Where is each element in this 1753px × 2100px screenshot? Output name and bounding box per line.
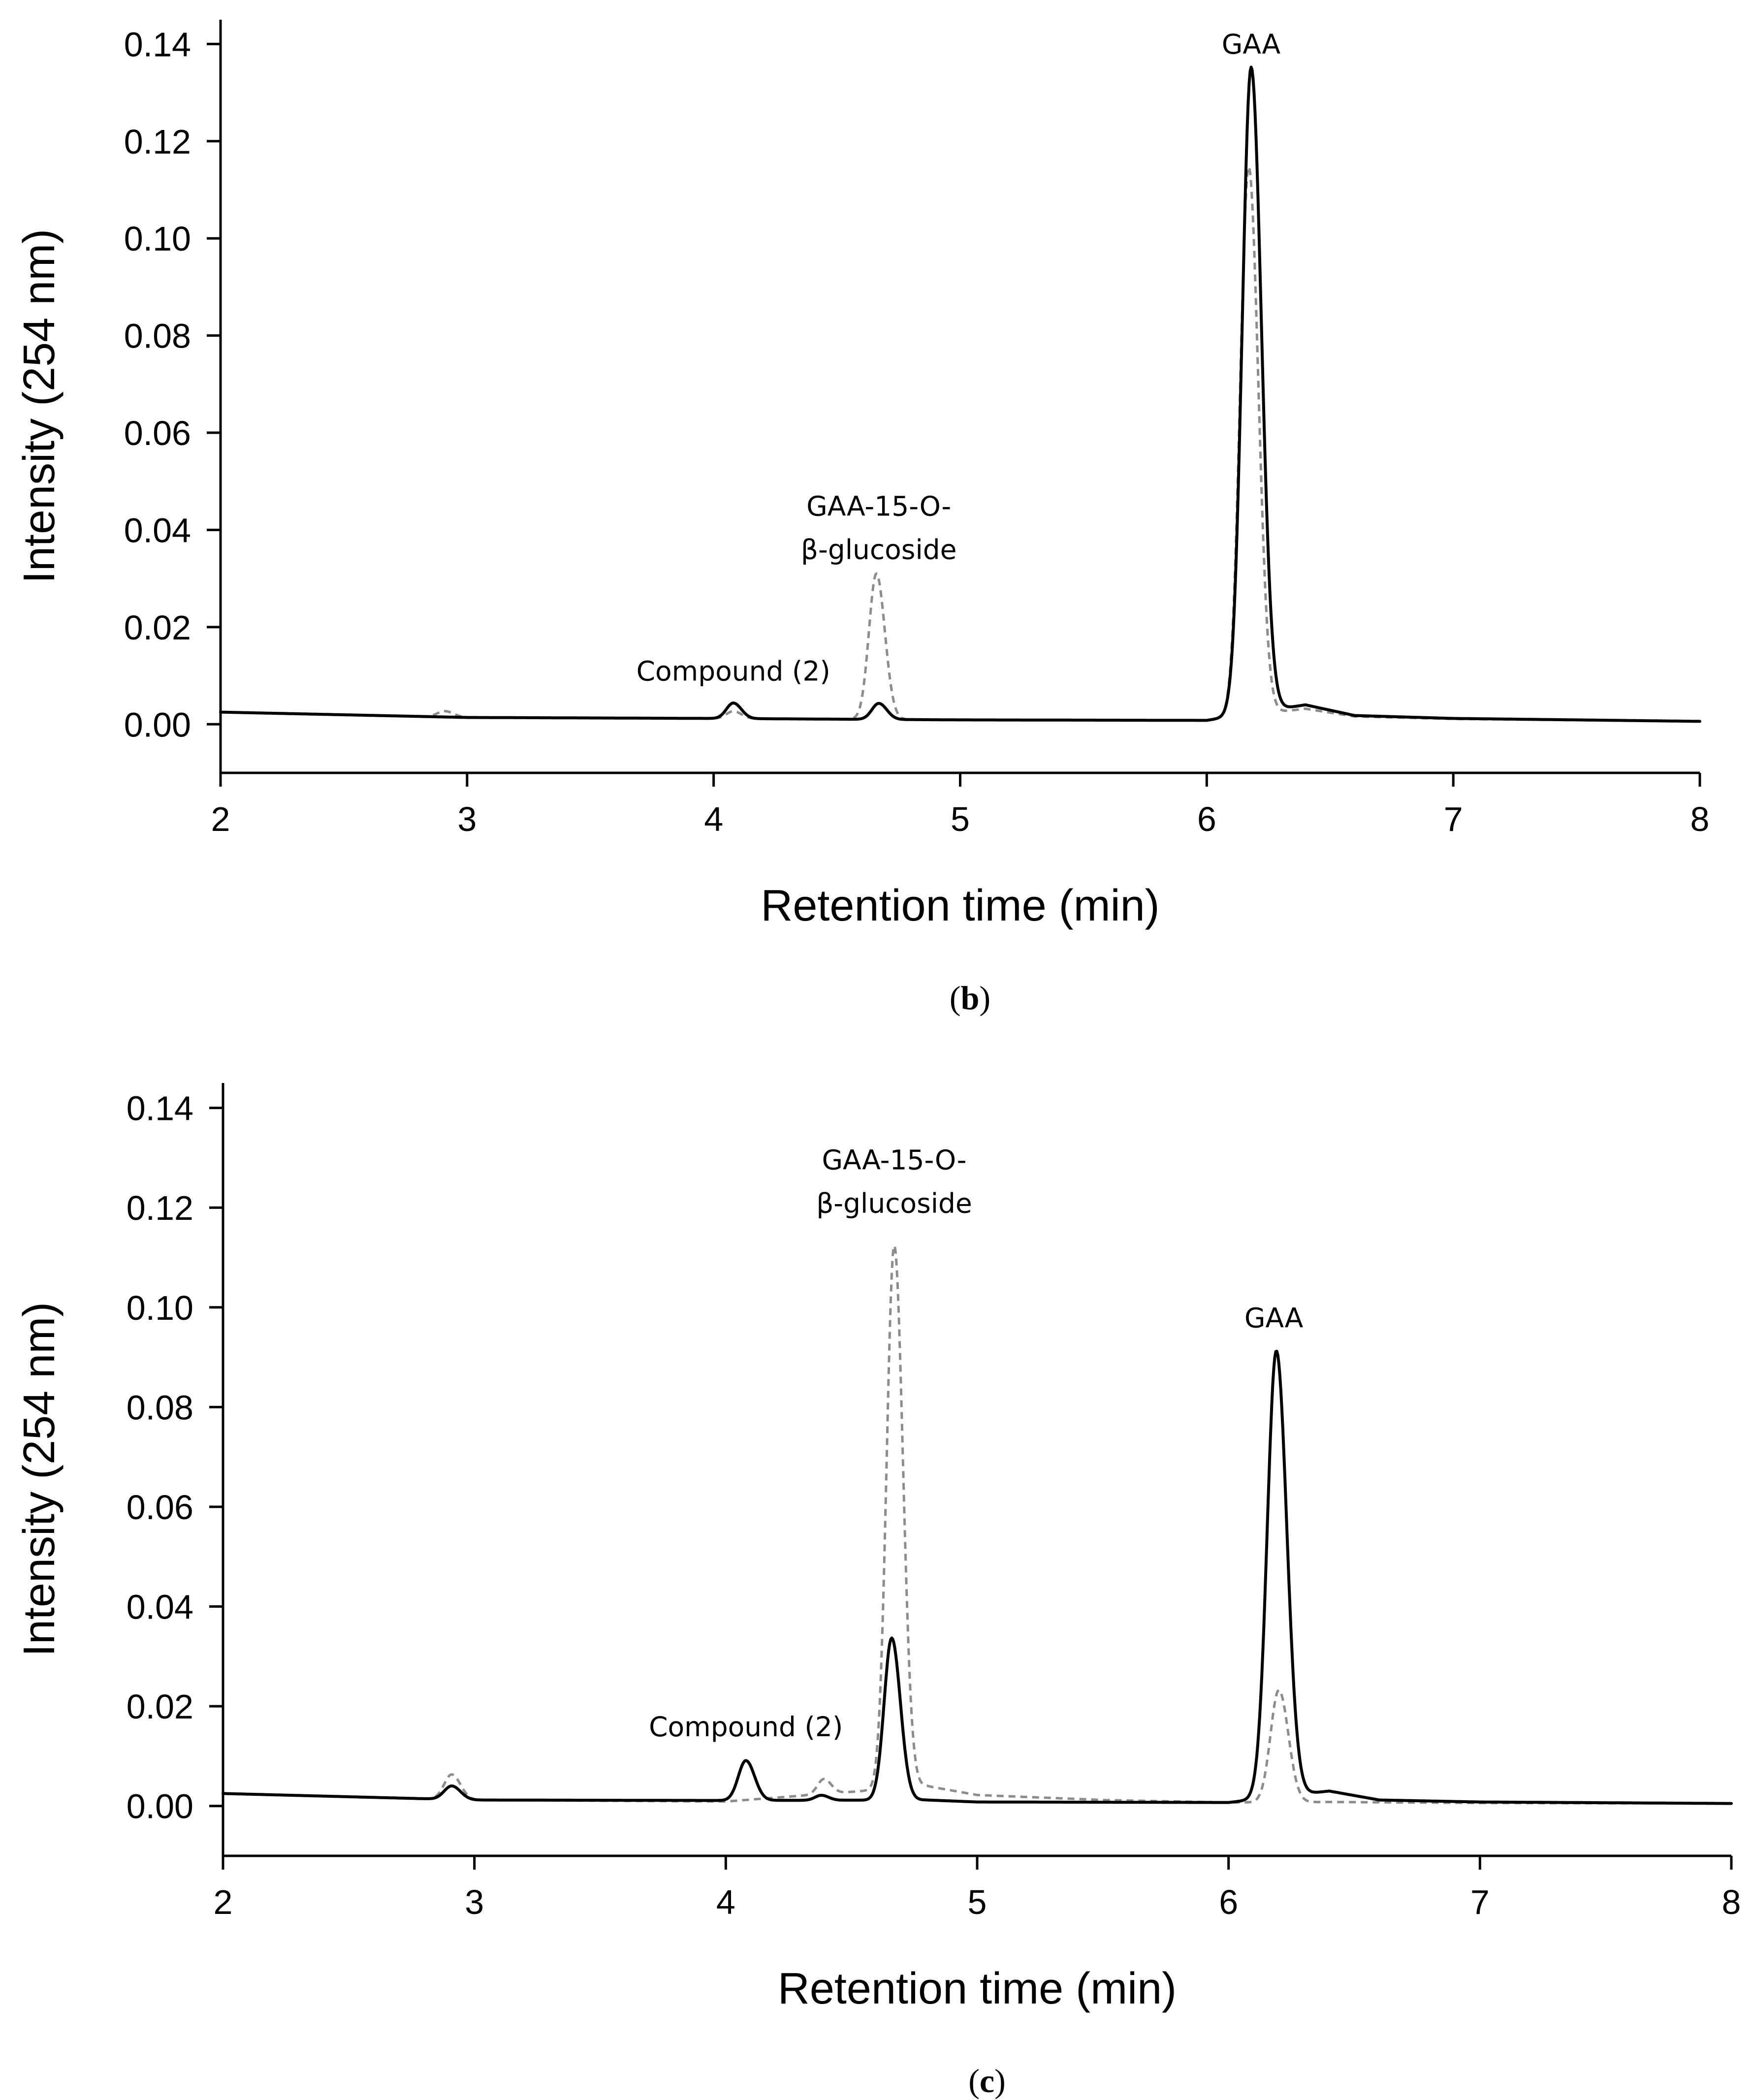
x-tick-label: 6 <box>1197 800 1216 838</box>
x-tick-label: 4 <box>704 800 723 838</box>
series-line-solid <box>219 65 1701 723</box>
y-axis-title: Intensity (254 nm) <box>15 229 64 583</box>
y-tick-label: 0.02 <box>127 1687 193 1726</box>
y-tick-label: 0.08 <box>124 317 191 355</box>
x-tick-label: 7 <box>1470 1883 1490 1921</box>
y-tick-label: 0.12 <box>124 123 191 161</box>
x-tick-label: 2 <box>211 800 230 838</box>
x-axis-title: Retention time (min) <box>778 1964 1177 2013</box>
y-tick-label: 0.04 <box>124 511 191 549</box>
y-tick-label: 0.00 <box>124 705 191 744</box>
y-tick-label: 0.02 <box>124 608 191 647</box>
peak-annotation: GAA <box>1222 29 1281 60</box>
peak-annotation: GAA <box>1244 1302 1304 1334</box>
peak-annotation: GAA-15-O- <box>806 491 951 522</box>
x-tick-label: 7 <box>1444 800 1463 838</box>
peak-annotation: Compound (2) <box>637 655 830 687</box>
peak-annotation: β-glucoside <box>801 534 957 566</box>
x-tick-label: 6 <box>1219 1883 1238 1921</box>
series-line-solid <box>222 1349 1733 1805</box>
y-tick-label: 0.10 <box>124 220 191 258</box>
panel-label: (c) <box>968 2062 1006 2100</box>
peak-annotation: β-glucoside <box>816 1187 972 1219</box>
y-tick-label: 0.10 <box>127 1289 193 1327</box>
y-tick-label: 0.14 <box>127 1089 193 1128</box>
x-tick-label: 3 <box>465 1883 484 1921</box>
chart-panel-c: 2 3 4 5 6 7 8 0.00 0.02 0.04 0.06 0.08 0.10 0.12 0.14 R… <box>15 1083 1741 2100</box>
x-tick-label: 3 <box>457 800 477 838</box>
y-tick-label: 0.00 <box>127 1787 193 1826</box>
x-tick-label: 5 <box>968 1883 987 1921</box>
y-tick-label: 0.08 <box>127 1388 193 1427</box>
series-line-dashed <box>220 165 1700 723</box>
series-line-dashed <box>223 1244 1732 1805</box>
peak-annotation: Compound (2) <box>649 1711 843 1743</box>
y-tick-label: 0.12 <box>127 1189 193 1227</box>
y-axis-title: Intensity (254 nm) <box>15 1302 64 1656</box>
y-tick-label: 0.06 <box>124 414 191 452</box>
chart-panel-b: 2 3 4 5 6 7 8 0.00 0.02 0.04 0.06 0.08 0.10 0.12 0.14 R… <box>15 20 1709 1017</box>
y-tick-label: 0.14 <box>124 25 191 64</box>
x-tick-label: 2 <box>214 1883 233 1921</box>
x-tick-label: 4 <box>716 1883 735 1921</box>
y-tick-label: 0.04 <box>127 1588 193 1626</box>
panel-label: (b) <box>950 979 990 1017</box>
peak-annotation: GAA-15-O- <box>822 1144 966 1176</box>
x-axis-title: Retention time (min) <box>761 881 1159 930</box>
x-tick-label: 8 <box>1690 800 1710 838</box>
x-tick-label: 8 <box>1722 1883 1741 1921</box>
y-tick-label: 0.06 <box>127 1488 193 1527</box>
x-tick-label: 5 <box>951 800 970 838</box>
